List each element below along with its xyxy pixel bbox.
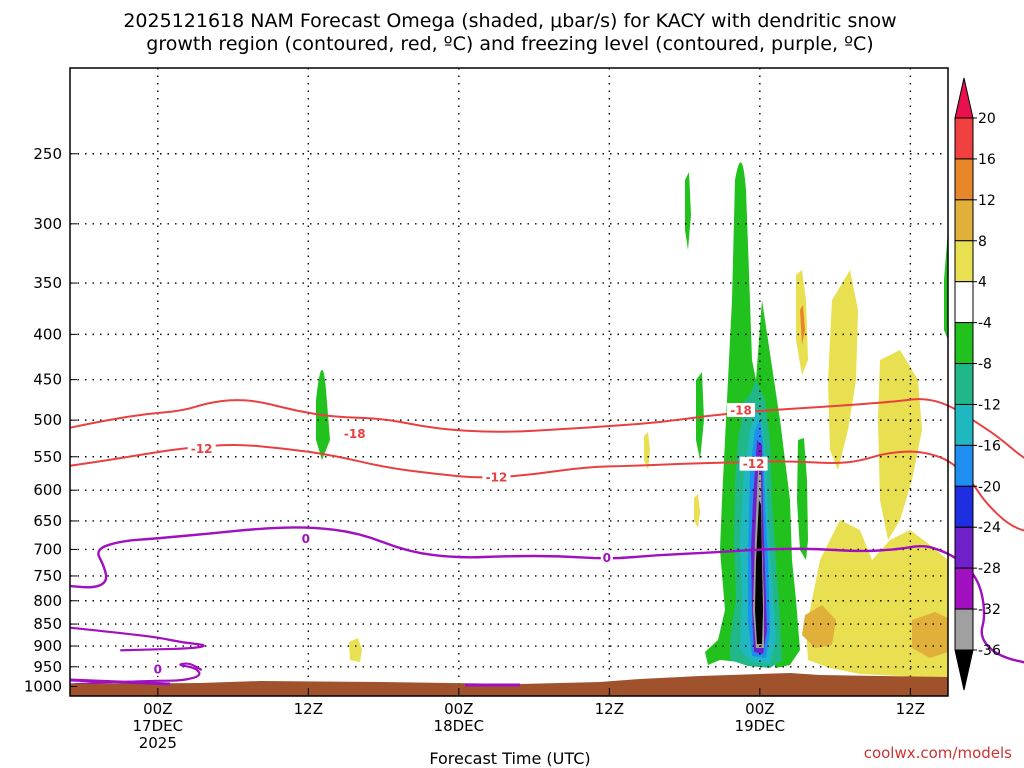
contour-label: 0 [302, 532, 310, 546]
contour-label: -18 [730, 404, 752, 418]
contour-freezing_low [69, 626, 205, 652]
y-tick-label: 450 [33, 371, 62, 389]
omega-black [755, 500, 763, 644]
colorbar-swatch [954, 526, 974, 569]
x-tick-label: 00Z [745, 700, 774, 718]
contour-label-bg [187, 441, 216, 456]
colorbar: 20 16 12 8 4 -4 -8 -12 -16 -20 -24 -28 -32 -36 [954, 77, 1001, 691]
y-tick-label: 300 [33, 215, 62, 233]
colorbar-swatch [954, 363, 974, 405]
omega-red-small [800, 305, 805, 345]
colorbar-swatch [954, 158, 974, 201]
freezing-surface-segment-left [69, 678, 171, 686]
omega-orange-2 [912, 612, 948, 658]
y-tick-label: 350 [33, 274, 62, 292]
colorbar-swatch [954, 567, 974, 610]
contour-label: -12 [191, 442, 213, 456]
colorbar-label: 4 [978, 275, 987, 291]
contour-label-bg [600, 550, 613, 565]
x-tick-label: 17DEC [133, 717, 184, 735]
omega-yellow-3 [878, 350, 922, 540]
colorbar-label: 20 [978, 111, 996, 127]
colorbar-label: -32 [978, 602, 1001, 618]
x-tick-label: 18DEC [434, 717, 485, 735]
x-axis: 00Z17DEC202512Z00Z18DEC12Z00Z19DEC12Z00Z… [133, 688, 925, 752]
omega-shading [316, 162, 948, 680]
contour-label-bg [482, 470, 511, 485]
x-tick-label: 2025 [139, 734, 177, 752]
contour-label-bg [151, 661, 164, 676]
colorbar-swatch [954, 322, 974, 365]
y-tick-label: 600 [33, 481, 62, 499]
y-tick-label: 700 [33, 540, 62, 558]
chart-title-line1: 2025121618 NAM Forecast Omega (shaded, μ… [123, 10, 896, 32]
omega-yellow-small-3 [349, 638, 362, 662]
colorbar-label: 12 [978, 193, 996, 209]
colorbar-swatch [954, 403, 974, 446]
contour-label: 0 [603, 551, 611, 565]
omega-yellow-small-2 [694, 494, 700, 528]
y-tick-label: 750 [33, 567, 62, 585]
omega-green-top [685, 172, 691, 250]
x-tick-label: 00Z [444, 700, 473, 718]
colorbar-label: -4 [978, 316, 992, 332]
x-tick-label: 12Z [294, 700, 323, 718]
y-tick-label: 650 [33, 512, 62, 530]
x-axis-label: Forecast Time (UTC) [429, 749, 590, 768]
y-tick-label: 550 [33, 448, 62, 466]
colorbar-label: -24 [978, 520, 1001, 536]
colorbar-top-arrow [954, 77, 974, 119]
colorbar-swatch [954, 485, 974, 528]
colorbar-bottom-arrow [954, 649, 974, 691]
omega-green-edge [944, 230, 948, 340]
x-tick-label: 19DEC [735, 717, 786, 735]
y-tick-label: 850 [33, 615, 62, 633]
y-tick-label: 250 [33, 145, 62, 163]
colorbar-swatch [954, 199, 974, 242]
contour-label: 0 [154, 662, 162, 676]
contour-label: -12 [743, 457, 765, 471]
colorbar-label: -36 [978, 643, 1001, 659]
colorbar-label: 8 [978, 234, 987, 250]
contour-label-bg [340, 426, 369, 441]
contour-dgz_minus18 [69, 398, 1024, 459]
colorbar-swatch [954, 444, 974, 487]
chart-title-line2: growth region (contoured, red, ºC) and f… [146, 33, 873, 55]
colorbar-label: -8 [978, 357, 992, 373]
x-tick-label: 00Z [143, 700, 172, 718]
y-axis: 250 300 350 400 450 500 550 600 650 700 750 800 850 9… [24, 145, 77, 696]
x-tick-label: 12Z [896, 700, 925, 718]
omega-yellow-small-1 [644, 432, 650, 470]
colorbar-swatch [954, 608, 974, 651]
colorbar-label: -28 [978, 561, 1001, 577]
colorbar-label: -20 [978, 479, 1001, 495]
plot-frame [69, 67, 949, 697]
x-tick-label: 12Z [595, 700, 624, 718]
y-tick-label: 500 [33, 411, 62, 429]
y-tick-label: 1000 [24, 678, 62, 696]
contour-labels: -18-18-12-12-120000 [151, 403, 768, 676]
contour-label-bg [739, 456, 768, 471]
y-tick-label: 400 [33, 325, 62, 343]
y-tick-label: 900 [33, 637, 62, 655]
contour-label-bg [299, 531, 312, 546]
y-tick-label: 800 [33, 592, 62, 610]
contour-label: -18 [344, 427, 366, 441]
omega-yellow-2 [828, 270, 858, 470]
colorbar-label: -12 [978, 397, 1001, 413]
contour-dgz_minus12 [69, 444, 1024, 532]
credit-text: coolwx.com/models [864, 744, 1012, 762]
omega-orange-1 [802, 605, 836, 648]
colorbar-label: -16 [978, 438, 1001, 454]
omega-green-right [797, 438, 808, 560]
colorbar-swatch [954, 240, 974, 283]
plot-area: -18-18-12-12-120000 [69, 68, 1024, 696]
colorbar-swatch [954, 117, 974, 160]
contour-label: -12 [486, 471, 508, 485]
colorbar-swatch [954, 281, 974, 324]
colorbar-label: 16 [978, 152, 996, 168]
contour-label-bg [727, 403, 756, 418]
y-tick-label: 950 [33, 658, 62, 676]
